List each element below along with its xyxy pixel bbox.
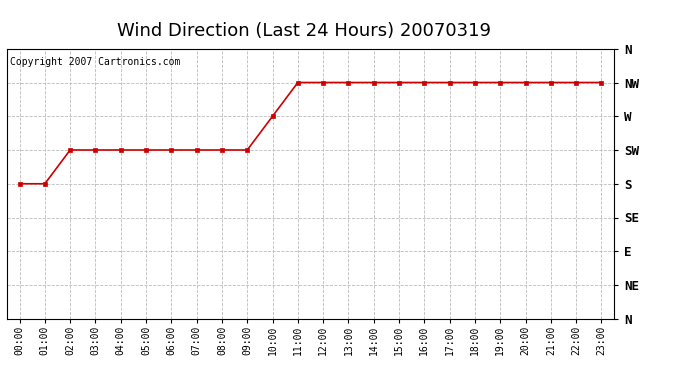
- Text: Copyright 2007 Cartronics.com: Copyright 2007 Cartronics.com: [10, 57, 180, 67]
- Text: Wind Direction (Last 24 Hours) 20070319: Wind Direction (Last 24 Hours) 20070319: [117, 22, 491, 40]
